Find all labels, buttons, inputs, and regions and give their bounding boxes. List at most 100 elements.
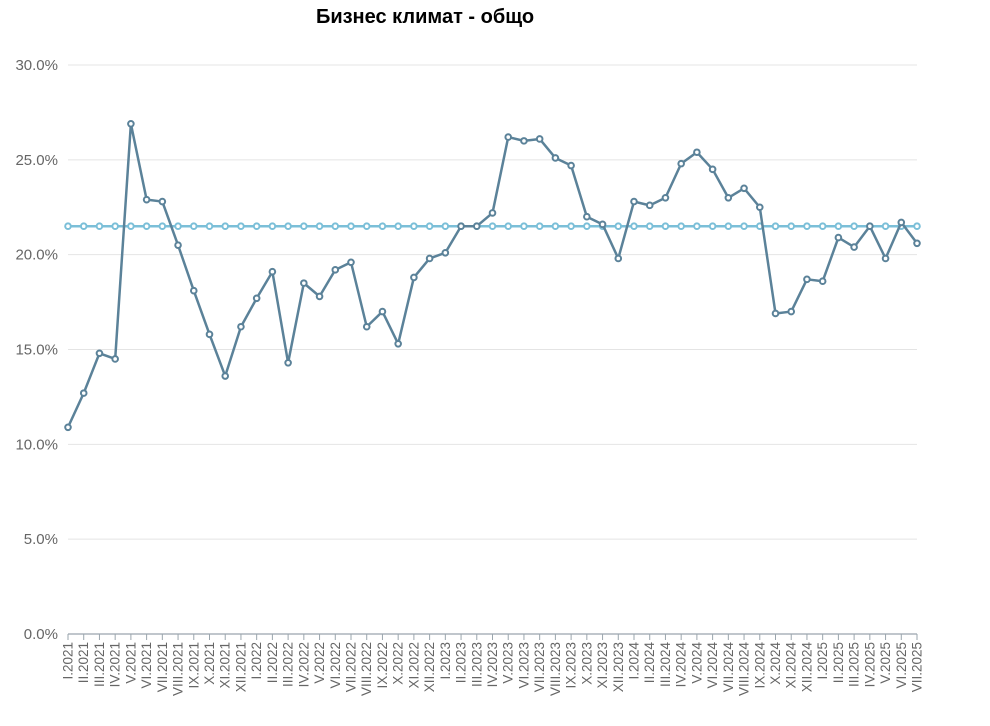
data-point[interactable] — [378, 307, 387, 316]
data-point[interactable] — [520, 137, 528, 145]
data-point[interactable] — [708, 165, 717, 174]
data-point[interactable] — [520, 222, 528, 231]
data-point[interactable] — [95, 222, 104, 231]
data-point[interactable] — [378, 222, 387, 231]
data-point[interactable] — [362, 322, 371, 331]
data-point[interactable] — [740, 184, 748, 193]
data-point[interactable] — [598, 220, 607, 229]
data-point[interactable] — [347, 222, 355, 231]
data-point[interactable] — [127, 119, 135, 128]
data-point[interactable] — [425, 254, 434, 263]
data-point[interactable] — [158, 222, 167, 231]
data-point[interactable] — [331, 222, 340, 231]
data-point[interactable] — [284, 358, 292, 367]
data-point[interactable] — [189, 222, 198, 231]
data-point[interactable] — [221, 222, 230, 231]
data-point[interactable] — [787, 307, 796, 316]
data-point[interactable] — [614, 222, 623, 231]
data-point[interactable] — [189, 286, 198, 295]
data-point[interactable] — [897, 218, 906, 227]
data-point[interactable] — [645, 201, 654, 210]
data-point[interactable] — [252, 294, 261, 303]
data-point[interactable] — [850, 222, 858, 231]
data-point[interactable] — [79, 222, 88, 231]
data-point[interactable] — [95, 349, 104, 358]
data-point[interactable] — [693, 222, 701, 231]
data-point[interactable] — [708, 222, 717, 231]
data-point[interactable] — [614, 254, 623, 263]
data-point[interactable] — [158, 197, 167, 206]
data-point[interactable] — [866, 222, 874, 231]
data-point[interactable] — [300, 222, 308, 231]
data-point[interactable] — [881, 222, 890, 231]
data-point[interactable] — [315, 222, 324, 231]
data-point[interactable] — [221, 372, 230, 380]
data-point[interactable] — [441, 248, 450, 257]
data-point[interactable] — [803, 222, 811, 231]
data-point[interactable] — [535, 222, 544, 231]
data-point[interactable] — [300, 279, 308, 287]
data-point[interactable] — [410, 222, 418, 231]
data-point[interactable] — [331, 266, 340, 274]
data-point[interactable] — [771, 309, 780, 318]
data-point[interactable] — [394, 340, 402, 348]
data-point[interactable] — [237, 222, 245, 231]
data-point[interactable] — [677, 159, 685, 168]
data-point[interactable] — [488, 209, 497, 217]
data-point[interactable] — [850, 243, 858, 251]
data-point[interactable] — [142, 195, 151, 204]
data-point[interactable] — [881, 254, 890, 263]
data-point[interactable] — [803, 275, 811, 284]
data-point[interactable] — [504, 133, 513, 141]
data-point[interactable] — [755, 203, 764, 212]
data-point[interactable] — [237, 322, 245, 331]
data-point[interactable] — [142, 222, 151, 231]
data-point[interactable] — [315, 292, 324, 301]
data-point[interactable] — [79, 389, 88, 397]
data-point[interactable] — [347, 258, 355, 267]
data-point[interactable] — [457, 222, 465, 231]
data-point[interactable] — [583, 212, 591, 221]
data-point[interactable] — [567, 222, 575, 231]
data-point[interactable] — [771, 222, 780, 231]
data-point[interactable] — [913, 239, 921, 248]
data-point[interactable] — [818, 277, 827, 286]
data-point[interactable] — [834, 222, 843, 231]
data-point[interactable] — [630, 222, 638, 231]
data-point[interactable] — [111, 355, 119, 363]
data-point[interactable] — [362, 222, 371, 231]
data-point[interactable] — [645, 222, 654, 231]
data-point[interactable] — [630, 197, 638, 206]
data-point[interactable] — [661, 193, 670, 202]
data-point[interactable] — [740, 222, 748, 231]
data-point[interactable] — [111, 222, 119, 231]
data-point[interactable] — [567, 161, 575, 170]
data-point[interactable] — [913, 222, 921, 231]
data-point[interactable] — [818, 222, 827, 231]
data-point[interactable] — [268, 222, 277, 231]
data-point[interactable] — [64, 423, 72, 432]
data-point[interactable] — [535, 135, 544, 143]
data-point[interactable] — [504, 222, 513, 231]
data-point[interactable] — [205, 222, 214, 231]
data-point[interactable] — [677, 222, 685, 231]
data-point[interactable] — [64, 222, 72, 231]
data-point[interactable] — [410, 273, 418, 282]
data-point[interactable] — [724, 222, 733, 231]
data-point[interactable] — [127, 222, 135, 231]
data-point[interactable] — [661, 222, 670, 231]
data-point[interactable] — [551, 154, 560, 162]
data-point[interactable] — [724, 193, 733, 202]
data-point[interactable] — [472, 222, 481, 231]
data-point[interactable] — [284, 222, 292, 231]
data-point[interactable] — [693, 148, 701, 157]
data-point[interactable] — [787, 222, 796, 231]
data-point[interactable] — [174, 222, 182, 231]
data-point[interactable] — [441, 222, 450, 231]
data-point[interactable] — [252, 222, 261, 231]
data-point[interactable] — [205, 330, 214, 339]
data-point[interactable] — [174, 241, 182, 249]
data-point[interactable] — [268, 267, 277, 276]
data-point[interactable] — [551, 222, 560, 231]
data-point[interactable] — [394, 222, 402, 231]
